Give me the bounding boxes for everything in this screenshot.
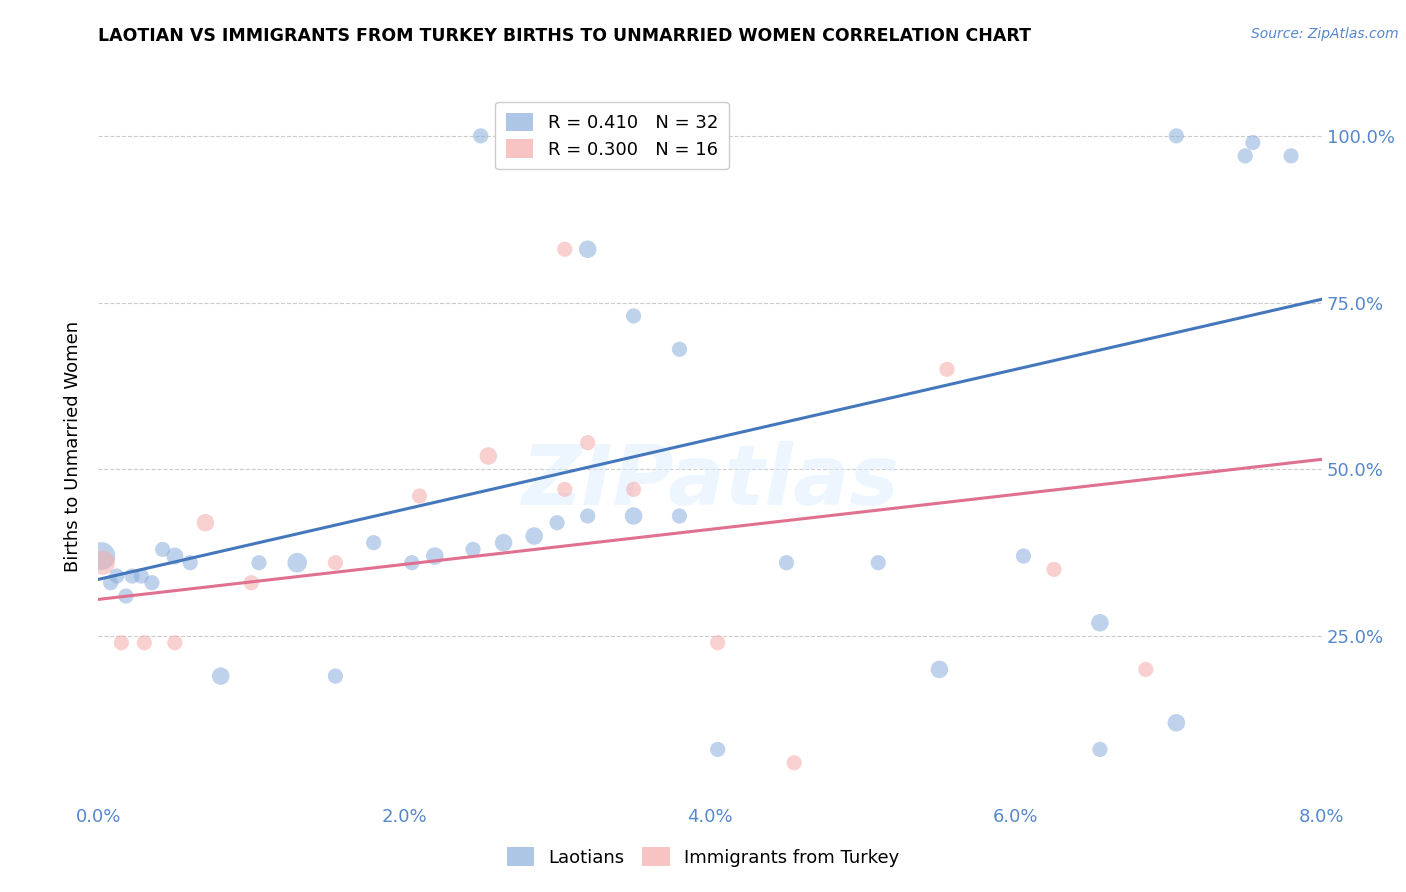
Point: [163, 636, 186, 650]
Point: [129, 569, 152, 583]
Legend: Laotians, Immigrants from Turkey: Laotians, Immigrants from Turkey: [499, 840, 907, 874]
Point: [1241, 136, 1264, 150]
Point: [1234, 149, 1257, 163]
Point: [1135, 662, 1157, 676]
Point: [576, 242, 599, 256]
Point: [179, 556, 201, 570]
Point: [936, 362, 959, 376]
Legend: R = 0.410   N = 32, R = 0.300   N = 16: R = 0.410 N = 32, R = 0.300 N = 16: [495, 102, 728, 169]
Point: [141, 575, 163, 590]
Point: [554, 483, 576, 497]
Text: LAOTIAN VS IMMIGRANTS FROM TURKEY BIRTHS TO UNMARRIED WOMEN CORRELATION CHART: LAOTIAN VS IMMIGRANTS FROM TURKEY BIRTHS…: [98, 27, 1032, 45]
Text: Source: ZipAtlas.com: Source: ZipAtlas.com: [1251, 27, 1399, 41]
Point: [554, 242, 576, 256]
Point: [194, 516, 217, 530]
Point: [1088, 742, 1111, 756]
Point: [1279, 149, 1302, 163]
Point: [105, 569, 128, 583]
Point: [928, 662, 950, 676]
Point: [706, 742, 728, 756]
Point: [1043, 562, 1066, 576]
Point: [668, 509, 690, 524]
Point: [470, 128, 492, 143]
Point: [775, 556, 797, 570]
Point: [363, 535, 385, 549]
Point: [423, 549, 446, 563]
Point: [285, 556, 308, 570]
Point: [247, 556, 270, 570]
Text: ZIPatlas: ZIPatlas: [522, 442, 898, 522]
Point: [240, 575, 263, 590]
Point: [152, 542, 174, 557]
Point: [706, 636, 728, 650]
Point: [523, 529, 546, 543]
Point: [1166, 128, 1188, 143]
Point: [134, 636, 156, 650]
Point: [110, 636, 132, 650]
Point: [868, 556, 890, 570]
Point: [115, 589, 138, 603]
Point: [401, 556, 423, 570]
Point: [783, 756, 806, 770]
Point: [408, 489, 430, 503]
Point: [623, 309, 645, 323]
Point: [325, 669, 347, 683]
Point: [576, 509, 599, 524]
Point: [1088, 615, 1111, 630]
Point: [623, 483, 645, 497]
Point: [91, 556, 114, 570]
Point: [90, 549, 112, 563]
Point: [461, 542, 484, 557]
Point: [546, 516, 568, 530]
Point: [477, 449, 499, 463]
Point: [623, 509, 645, 524]
Point: [163, 549, 186, 563]
Point: [576, 435, 599, 450]
Point: [1166, 715, 1188, 730]
Point: [492, 535, 515, 549]
Point: [1012, 549, 1035, 563]
Y-axis label: Births to Unmarried Women: Births to Unmarried Women: [65, 320, 83, 572]
Point: [209, 669, 232, 683]
Point: [121, 569, 143, 583]
Point: [325, 556, 347, 570]
Point: [668, 343, 690, 357]
Point: [100, 575, 122, 590]
